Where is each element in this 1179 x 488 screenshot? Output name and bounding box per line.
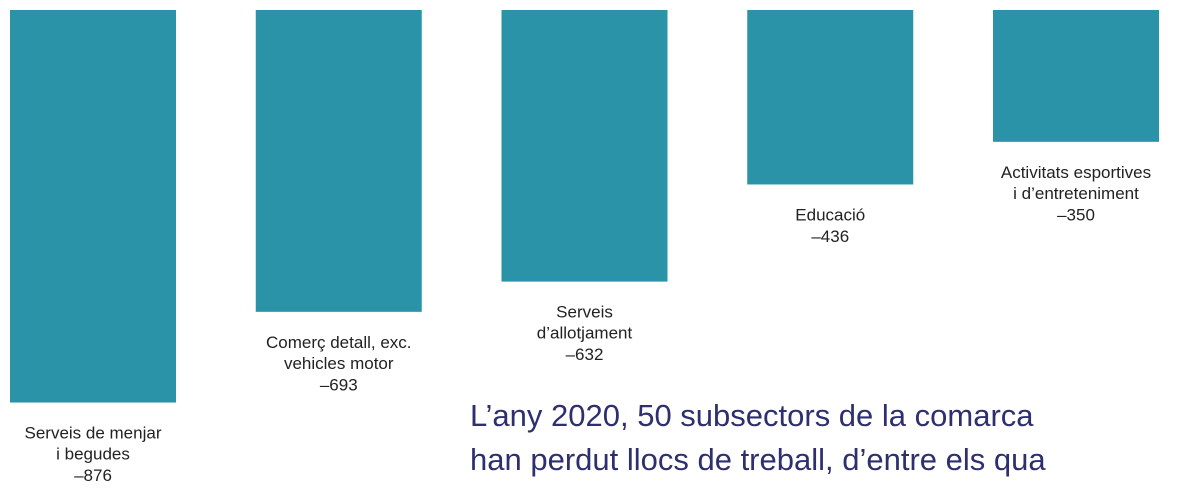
annotation: L’any 2020, 50 subsectors de la comarca (470, 398, 1034, 433)
value-label: –350 (1057, 205, 1095, 224)
label-line: Comerç detall, exc. (266, 333, 412, 352)
bar (255, 10, 422, 312)
label-line: Activitats esportives (1001, 163, 1151, 182)
bar (747, 10, 914, 185)
value-label: –632 (566, 345, 604, 364)
bar (993, 10, 1159, 142)
bar (10, 10, 176, 403)
label-line: vehicles motor (284, 354, 394, 373)
category-label: Comerç detall, exc. vehicles motor (266, 333, 412, 373)
bar (501, 10, 668, 282)
category-label: Serveis de menjar i begudes (24, 424, 161, 464)
label-line: d’allotjament (537, 324, 633, 343)
category-label: Educació (795, 206, 865, 225)
value-label: –876 (74, 466, 112, 485)
annotation: han perdut llocs de treball, d’entre els… (470, 442, 1046, 477)
label-line: Serveis de menjar (24, 424, 161, 443)
category-label: Serveis d’allotjament (537, 303, 633, 343)
value-label: –693 (320, 375, 358, 394)
label-line: i d’entreteniment (1013, 184, 1139, 203)
label-line: Serveis (556, 303, 613, 322)
label-line: i begudes (56, 445, 130, 464)
label-line: Educació (795, 206, 865, 225)
category-label: Activitats esportives i d’entreteniment (1001, 163, 1151, 203)
value-label: –436 (811, 227, 849, 246)
